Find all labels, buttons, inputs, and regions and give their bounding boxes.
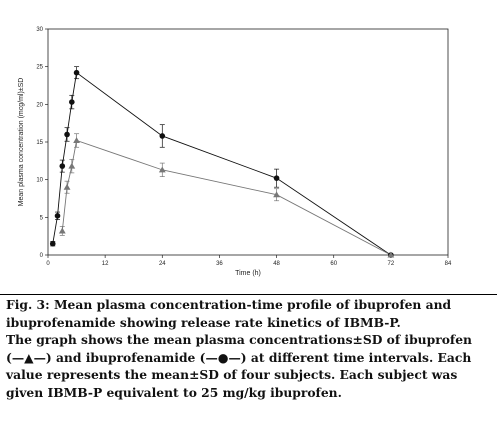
x-tick-label: 24 [159,261,166,267]
point-circle [64,131,70,138]
point-circle [69,99,75,105]
y-tick-label: 20 [36,102,43,108]
y-tick-label: 30 [36,27,43,33]
point-triangle [73,137,80,144]
point-circle [54,213,61,219]
point-triangle [273,191,280,198]
point-circle [273,175,280,181]
y-tick-label: 5 [40,215,44,221]
chart: 0 12 24 36 48 60 72 84 0 5 10 15 20 25 30 Time (h) Mea… [18,27,452,277]
caption-title: Fig. 3: Mean plasma concentration-time p… [6,297,452,330]
x-tick-label: 36 [216,261,223,267]
figure-caption: Fig. 3: Mean plasma concentration-time p… [6,296,492,402]
x-tick-label: 72 [388,261,395,267]
point-circle [59,163,66,169]
point-triangle [58,227,66,234]
x-tick-label: 60 [330,261,337,267]
x-tick-label: 12 [102,261,109,267]
axis-ticks: 0 12 24 36 48 60 72 84 0 5 10 15 20 25 30 [36,27,452,267]
series-line-triangle [61,139,392,256]
caption-divider [0,294,497,295]
point-triangle [158,166,166,173]
data-markers [49,69,395,258]
x-axis-label: Time (h) [235,270,261,277]
point-circle [159,133,166,139]
point-circle [73,69,80,76]
plot-frame [47,28,449,256]
point-triangle [63,183,71,190]
x-tick-label: 84 [445,261,452,267]
x-tick-label: 0 [46,261,50,267]
point-circle [49,240,56,247]
series-lines [52,71,392,256]
y-tick-label: 0 [40,253,44,259]
series-line-circle [52,71,392,256]
y-tick-label: 15 [36,140,43,146]
point-triangle [387,251,395,258]
point-triangle [68,162,76,169]
caption-description: The graph shows the mean plasma concentr… [6,332,472,400]
error-bars [50,66,394,257]
y-tick-label: 25 [36,65,43,71]
y-axis-label: Mean plasma concentration (mcg/ml)±SD [18,78,25,207]
y-tick-label: 10 [36,178,43,184]
x-tick-label: 48 [273,261,280,267]
